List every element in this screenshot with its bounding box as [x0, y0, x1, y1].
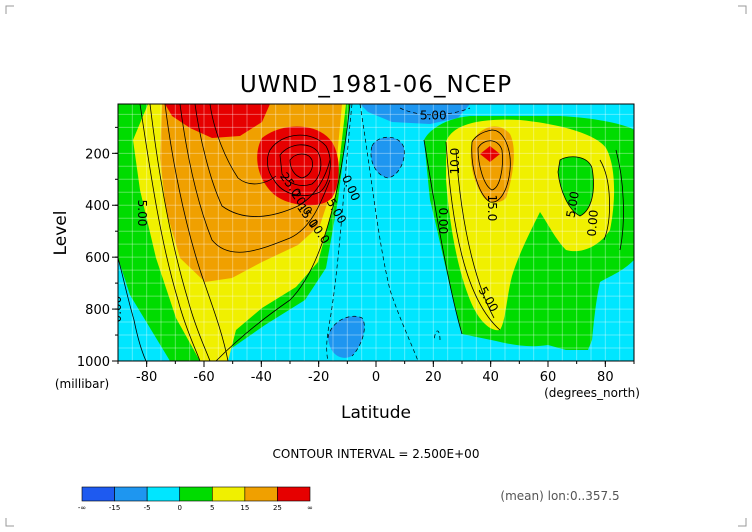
y-tick-label: 800 [85, 303, 110, 318]
corner-marks [5, 5, 747, 527]
y-tick-label: 400 [85, 199, 110, 214]
x-tick-label: 60 [540, 370, 557, 385]
contour-label: 5.00 [564, 190, 582, 219]
colorbar-label: -15 [109, 504, 120, 512]
plot-area: 5.000.005.0025.020.015.010.05.000.000.00… [110, 104, 645, 361]
contour-label: 0.00 [436, 207, 450, 234]
field-sh-red-top [165, 104, 270, 138]
colorbar: -∞ -15 -5 0 5 15 25 ∞ [78, 486, 313, 512]
contour-label: 15.0 [485, 194, 499, 221]
colorbar-label: 15 [240, 504, 249, 512]
colorbar-label: 0 [177, 504, 181, 512]
field-neg-upper [370, 137, 405, 178]
contour-label: 10.0 [448, 148, 462, 175]
colorbar-swatch [114, 486, 148, 502]
x-tick-label: -80 [136, 370, 157, 385]
x-tick-label: 80 [597, 370, 614, 385]
x-tick-label: 0 [372, 370, 380, 385]
colorbar-swatch [211, 486, 246, 502]
field-nh-red [480, 146, 500, 162]
colorbar-label: -∞ [78, 504, 86, 512]
x-tick-label: -20 [308, 370, 329, 385]
colorbar-swatch [277, 486, 311, 502]
x-tick-label: -40 [251, 370, 272, 385]
chart-title: UWND_1981-06_NCEP [240, 72, 512, 98]
colorbar-swatch [244, 486, 278, 502]
dashed-contours [326, 104, 471, 361]
x-tick-label: -60 [193, 370, 214, 385]
colorbar-swatch [146, 486, 181, 502]
x-tick-label: 20 [425, 370, 442, 385]
colorbar-label: ∞ [307, 504, 313, 512]
field-neg-top-mid [360, 104, 470, 124]
y-axis: 200 400 600 800 1000 [77, 126, 118, 370]
colorbar-swatch [179, 486, 213, 502]
x-tick-label: 40 [482, 370, 499, 385]
colorbar-label: -5 [144, 504, 151, 512]
contour-label: 5.00 [420, 109, 447, 123]
colorbar-label: 5 [210, 504, 214, 512]
contour-label: 0.00 [110, 296, 124, 323]
y-tick-label: 600 [85, 251, 110, 266]
x-axis: -80 -60 -40 -20 0 20 40 60 80 [117, 361, 635, 385]
y-tick-label: 200 [85, 147, 110, 162]
colorbar-label: 25 [273, 504, 282, 512]
colorbar-swatch [81, 486, 115, 502]
contour-label: 0.00 [631, 161, 645, 188]
contour-interval: CONTOUR INTERVAL = 2.500E+00 [273, 447, 480, 461]
x-axis-label: Latitude [341, 403, 411, 423]
y-axis-label: Level [51, 211, 71, 256]
field-neg-lower [328, 316, 365, 358]
x-unit: (degrees_north) [544, 386, 640, 400]
contour-label: 0.00 [585, 209, 601, 237]
field-nh-orange [470, 126, 514, 203]
y-unit: (millibar) [55, 377, 109, 391]
footnote: (mean) lon:0..357.5 [500, 489, 619, 503]
contour-lines [118, 104, 624, 361]
field-sh-red-core [257, 126, 339, 206]
grid-lines [118, 104, 634, 361]
y-tick-label: 1000 [77, 355, 110, 370]
contour-label: 5.00 [135, 200, 149, 227]
